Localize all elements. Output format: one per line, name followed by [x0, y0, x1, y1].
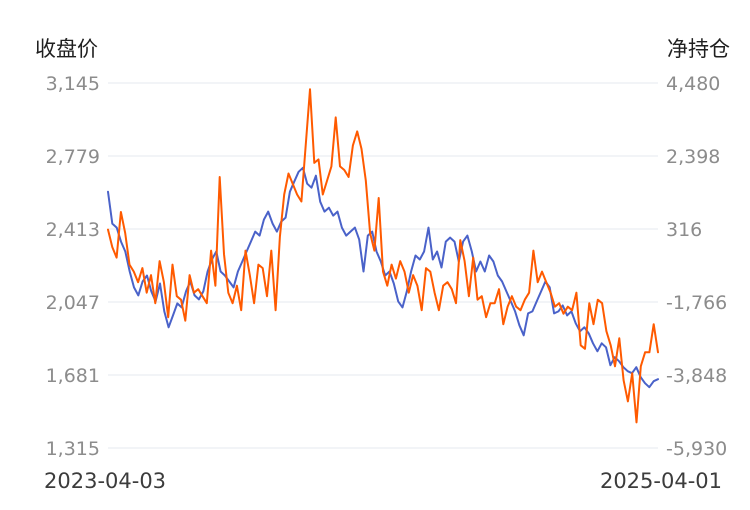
x-end-date: 2025-04-01 — [600, 469, 722, 493]
axis-ticks: 3,145 4,480 2,779 2,398 2,413 316 2,047 -1,766 1… — [46, 73, 728, 460]
right-tick-label: 2,398 — [666, 146, 720, 168]
left-axis-title: 收盘价 — [35, 37, 98, 61]
left-tick-label: 2,047 — [46, 292, 100, 314]
right-tick-label: 316 — [666, 219, 702, 241]
series-line-net-position — [107, 88, 659, 424]
left-tick-label: 1,315 — [46, 438, 100, 460]
left-tick-label: 3,145 — [46, 73, 100, 95]
left-tick-label: 2,779 — [46, 146, 100, 168]
series-lines — [107, 88, 659, 424]
left-tick-label: 1,681 — [46, 365, 100, 387]
x-start-date: 2023-04-03 — [44, 469, 166, 493]
right-tick-label: 4,480 — [666, 73, 720, 95]
right-tick-label: -1,766 — [666, 292, 727, 314]
grid-lines — [108, 82, 658, 449]
right-tick-label: -5,930 — [666, 438, 727, 460]
right-tick-label: -3,848 — [666, 365, 727, 387]
right-axis-title: 净持仓 — [667, 37, 730, 61]
left-tick-label: 2,413 — [46, 219, 100, 241]
